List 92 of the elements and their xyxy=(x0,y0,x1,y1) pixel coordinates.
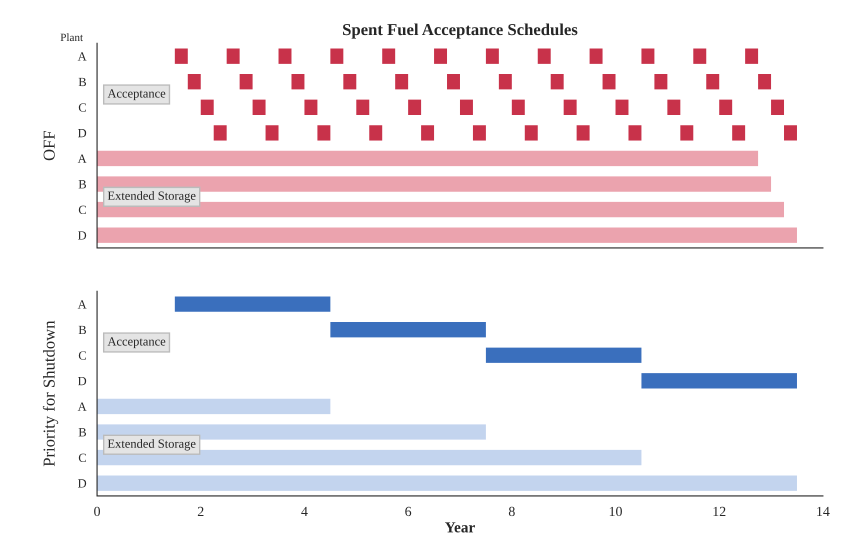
bar xyxy=(460,100,473,115)
bar xyxy=(771,100,784,115)
y-tick-label: A xyxy=(78,52,87,60)
bar xyxy=(97,228,797,243)
bar xyxy=(616,100,628,115)
y-tick-label: D xyxy=(78,376,86,386)
annotation: Acceptance xyxy=(108,89,166,100)
y-tick-label: B xyxy=(78,326,86,334)
bar xyxy=(97,450,642,466)
bar xyxy=(226,48,240,64)
bar xyxy=(486,348,642,363)
bar xyxy=(447,74,460,90)
bar xyxy=(434,48,448,64)
y-tick-label: D xyxy=(78,479,86,488)
bar xyxy=(667,100,680,115)
x-tick-label: 8 xyxy=(508,506,515,516)
bar xyxy=(421,125,434,141)
y-tick-label: C xyxy=(78,206,86,214)
y-tick-label: D xyxy=(78,129,86,138)
bar xyxy=(382,48,396,64)
y-tick-label: B xyxy=(78,428,86,436)
annotation: Extended Storage xyxy=(108,439,196,450)
bar xyxy=(654,74,668,90)
bar xyxy=(550,74,564,90)
bar xyxy=(472,125,486,141)
bar xyxy=(693,48,706,64)
bar xyxy=(498,74,512,90)
bar xyxy=(317,125,330,141)
y-tick-label: C xyxy=(78,103,86,112)
bar xyxy=(680,125,694,141)
bar xyxy=(188,74,201,90)
bar xyxy=(641,373,797,389)
bar xyxy=(602,74,616,90)
bar xyxy=(590,48,603,64)
y-tick-label: B xyxy=(78,78,86,86)
bar xyxy=(369,125,382,141)
bar xyxy=(706,74,720,90)
x-tick-label: 10 xyxy=(610,506,622,516)
y-axis-title: OFF xyxy=(44,130,55,160)
bar xyxy=(538,48,551,64)
bar xyxy=(304,100,318,115)
bar xyxy=(343,74,356,90)
y-tick-label: C xyxy=(78,351,86,360)
bar xyxy=(732,125,746,141)
bar xyxy=(576,125,590,141)
bar xyxy=(97,475,797,491)
x-tick-label: 6 xyxy=(405,506,412,516)
bar xyxy=(564,100,577,115)
bar xyxy=(330,322,486,338)
bar xyxy=(719,100,732,115)
bar xyxy=(291,74,304,90)
bar xyxy=(330,48,344,64)
bar xyxy=(512,100,525,115)
bar xyxy=(240,74,253,90)
bar xyxy=(278,48,292,64)
bar xyxy=(266,125,279,141)
y-tick-label: B xyxy=(78,180,86,188)
y-tick-label: C xyxy=(78,454,86,462)
bar xyxy=(524,125,538,141)
bar xyxy=(97,150,758,166)
y-tick-label: A xyxy=(78,300,87,308)
bar xyxy=(252,100,266,115)
bar xyxy=(745,48,758,64)
bar xyxy=(97,398,330,414)
x-tick-label: 2 xyxy=(198,506,204,516)
chart-title: Spent Fuel Acceptance Schedules xyxy=(343,23,578,39)
bar xyxy=(356,100,370,115)
x-tick-label: 12 xyxy=(713,506,726,516)
bar xyxy=(200,100,214,115)
bar xyxy=(641,48,654,64)
y-tick-label: A xyxy=(78,402,87,411)
bar xyxy=(784,125,797,141)
bar xyxy=(486,48,499,64)
bar xyxy=(408,100,422,115)
x-tick-label: 14 xyxy=(817,506,830,516)
annotation: Acceptance xyxy=(108,337,166,348)
y-axis-title: Priority for Shutdown xyxy=(42,320,58,466)
x-axis-title: Year xyxy=(444,522,475,532)
x-tick-label: 0 xyxy=(94,506,100,516)
bar xyxy=(628,125,642,141)
bar xyxy=(174,48,188,64)
bar xyxy=(395,74,408,90)
bar xyxy=(758,74,772,90)
bar xyxy=(214,125,227,141)
bar xyxy=(97,176,772,192)
y-tick-label: D xyxy=(78,231,86,240)
bar xyxy=(97,202,784,218)
x-tick-label: 4 xyxy=(301,506,308,516)
annotation: Extended Storage xyxy=(108,191,196,202)
text: Plant xyxy=(60,33,84,42)
bar xyxy=(174,296,330,312)
y-tick-label: A xyxy=(78,154,87,163)
